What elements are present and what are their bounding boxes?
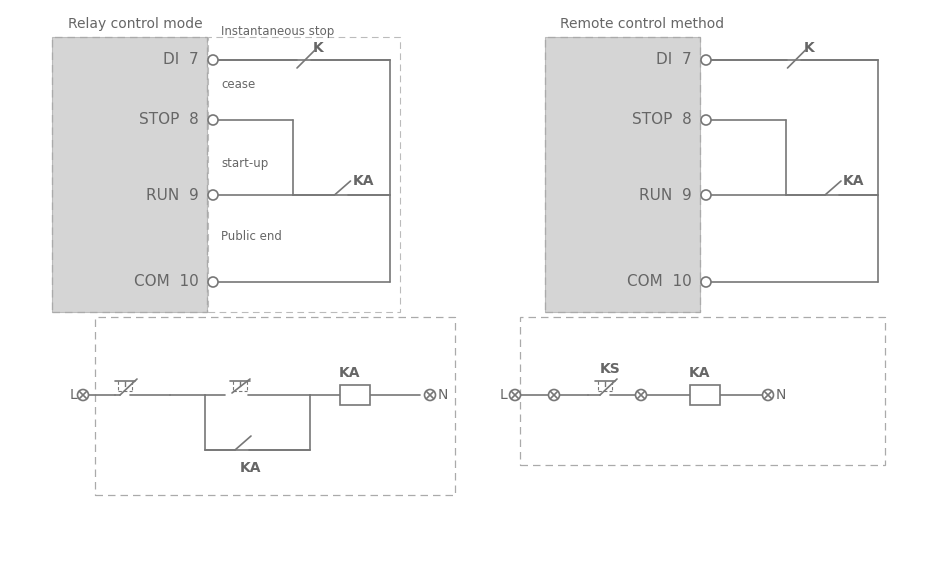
Text: COM  10: COM 10 <box>134 275 199 290</box>
Circle shape <box>78 389 88 401</box>
Circle shape <box>208 277 218 287</box>
Bar <box>545 37 700 312</box>
Circle shape <box>510 389 520 401</box>
Circle shape <box>425 389 436 401</box>
Bar <box>340 385 370 405</box>
Text: KA: KA <box>843 174 865 188</box>
Text: K: K <box>804 41 814 55</box>
Text: N: N <box>438 388 449 402</box>
Text: STOP  8: STOP 8 <box>632 112 692 128</box>
Bar <box>95 317 455 495</box>
Text: KA: KA <box>352 174 374 188</box>
Text: KA: KA <box>339 366 361 380</box>
Text: KA: KA <box>690 366 711 380</box>
Text: L: L <box>70 388 78 402</box>
Text: Relay control mode: Relay control mode <box>68 17 203 31</box>
Bar <box>208 37 400 312</box>
Text: cease: cease <box>221 79 255 92</box>
Bar <box>520 317 885 465</box>
Text: RUN  9: RUN 9 <box>146 188 199 202</box>
Bar <box>52 37 207 312</box>
Bar <box>545 37 700 312</box>
Text: K: K <box>313 41 324 55</box>
Text: RUN  9: RUN 9 <box>640 188 692 202</box>
Circle shape <box>701 55 711 65</box>
Text: Instantaneous stop: Instantaneous stop <box>221 26 335 39</box>
Text: N: N <box>776 388 786 402</box>
Text: COM  10: COM 10 <box>628 275 692 290</box>
Bar <box>52 37 207 312</box>
Text: DI  7: DI 7 <box>163 52 199 67</box>
Text: KA: KA <box>240 461 261 475</box>
Text: L: L <box>500 388 508 402</box>
Circle shape <box>208 55 218 65</box>
Text: Remote control method: Remote control method <box>560 17 724 31</box>
Circle shape <box>701 115 711 125</box>
Circle shape <box>208 190 218 200</box>
Circle shape <box>636 389 646 401</box>
Text: Public end: Public end <box>221 230 282 243</box>
Text: start-up: start-up <box>221 157 268 169</box>
Text: KS: KS <box>600 362 621 376</box>
Text: DI  7: DI 7 <box>656 52 692 67</box>
Bar <box>690 385 720 405</box>
Circle shape <box>701 190 711 200</box>
Text: STOP  8: STOP 8 <box>139 112 199 128</box>
Circle shape <box>208 115 218 125</box>
Circle shape <box>549 389 560 401</box>
Circle shape <box>763 389 773 401</box>
Circle shape <box>701 277 711 287</box>
